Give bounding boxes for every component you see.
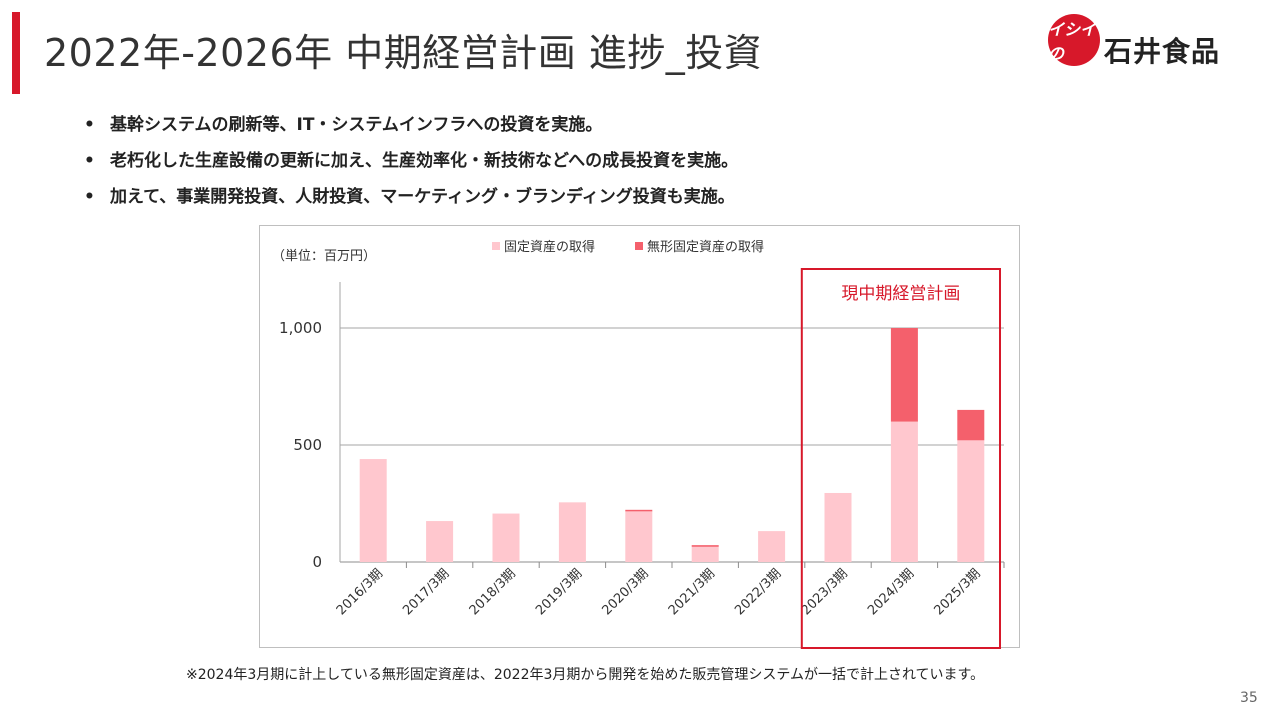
x-tick-label: 2019/3期 [533, 566, 585, 618]
bar-segment [625, 509, 653, 512]
x-tick-label: 2024/3期 [865, 566, 917, 618]
title-accent-bar [12, 12, 20, 94]
unit-label: （単位：百万円） [272, 248, 376, 264]
bar-segment [824, 492, 852, 562]
bullet-text: 基幹システムの刷新等、IT・システムインフラへの投資を実施。 [110, 115, 603, 135]
bar-segment [359, 459, 387, 562]
bullet-text: 加えて、事業開発投資、人財投資、マーケティング・ブランディング投資も実施。 [110, 187, 735, 207]
logo-mark: イシイの [1048, 14, 1100, 66]
y-tick-label: 0 [312, 553, 322, 571]
bullet-text: 老朽化した生産設備の更新に加え、生産効率化・新技術などへの成長投資を実施。 [110, 151, 739, 171]
footnote: ※2024年3月期に計上している無形固定資産は、2022年3月期から開発を始めた… [186, 667, 985, 683]
x-tick-label: 2021/3期 [666, 566, 718, 618]
bar-segment [691, 546, 719, 562]
chart-frame [259, 225, 1020, 648]
x-tick-label: 2022/3期 [732, 566, 784, 618]
bullet-item: • 老朽化した生産設備の更新に加え、生産効率化・新技術などへの成長投資を実施。 [84, 146, 738, 182]
company-logo: イシイの 石井食品 [1048, 14, 1268, 74]
highlight-label: 現中期経営計画 [841, 284, 960, 304]
bar-segment [890, 421, 918, 562]
x-tick-label: 2023/3期 [799, 566, 851, 618]
bullet-dot: • [84, 151, 95, 171]
bar-segment [957, 409, 985, 441]
bar-segment [758, 531, 786, 562]
bullet-list: • 基幹システムの刷新等、IT・システムインフラへの投資を実施。 • 老朽化した生産… [84, 110, 738, 218]
legend-label: 固定資産の取得 [504, 239, 595, 255]
logo-text: 石井食品 [1104, 35, 1221, 68]
bullet-item: • 基幹システムの刷新等、IT・システムインフラへの投資を実施。 [84, 110, 738, 146]
y-tick-label: 1,000 [279, 319, 322, 337]
x-tick-label: 2018/3期 [467, 566, 519, 618]
page-number: 35 [1240, 690, 1258, 706]
legend-label: 無形固定資産の取得 [647, 239, 764, 255]
x-tick-label: 2017/3期 [400, 566, 452, 618]
bar-segment [426, 521, 454, 562]
x-tick-label: 2016/3期 [334, 566, 386, 618]
bar-segment [957, 440, 985, 562]
y-tick-label: 500 [293, 436, 322, 454]
bar-segment [492, 513, 520, 562]
highlight-box [800, 268, 1001, 649]
bullet-dot: • [84, 187, 95, 207]
bar-segment [691, 545, 719, 547]
bar-segment [890, 328, 918, 422]
page-title: 2022年-2026年 中期経営計画 進捗_投資 [44, 31, 763, 75]
legend-swatch [635, 242, 643, 250]
bar-segment [558, 502, 586, 562]
legend-swatch [492, 242, 500, 250]
bullet-item: • 加えて、事業開発投資、人財投資、マーケティング・ブランディング投資も実施。 [84, 182, 738, 218]
bullet-dot: • [84, 115, 95, 135]
bar-segment [625, 510, 653, 562]
x-tick-label: 2020/3期 [599, 566, 651, 618]
x-tick-label: 2025/3期 [931, 566, 983, 618]
